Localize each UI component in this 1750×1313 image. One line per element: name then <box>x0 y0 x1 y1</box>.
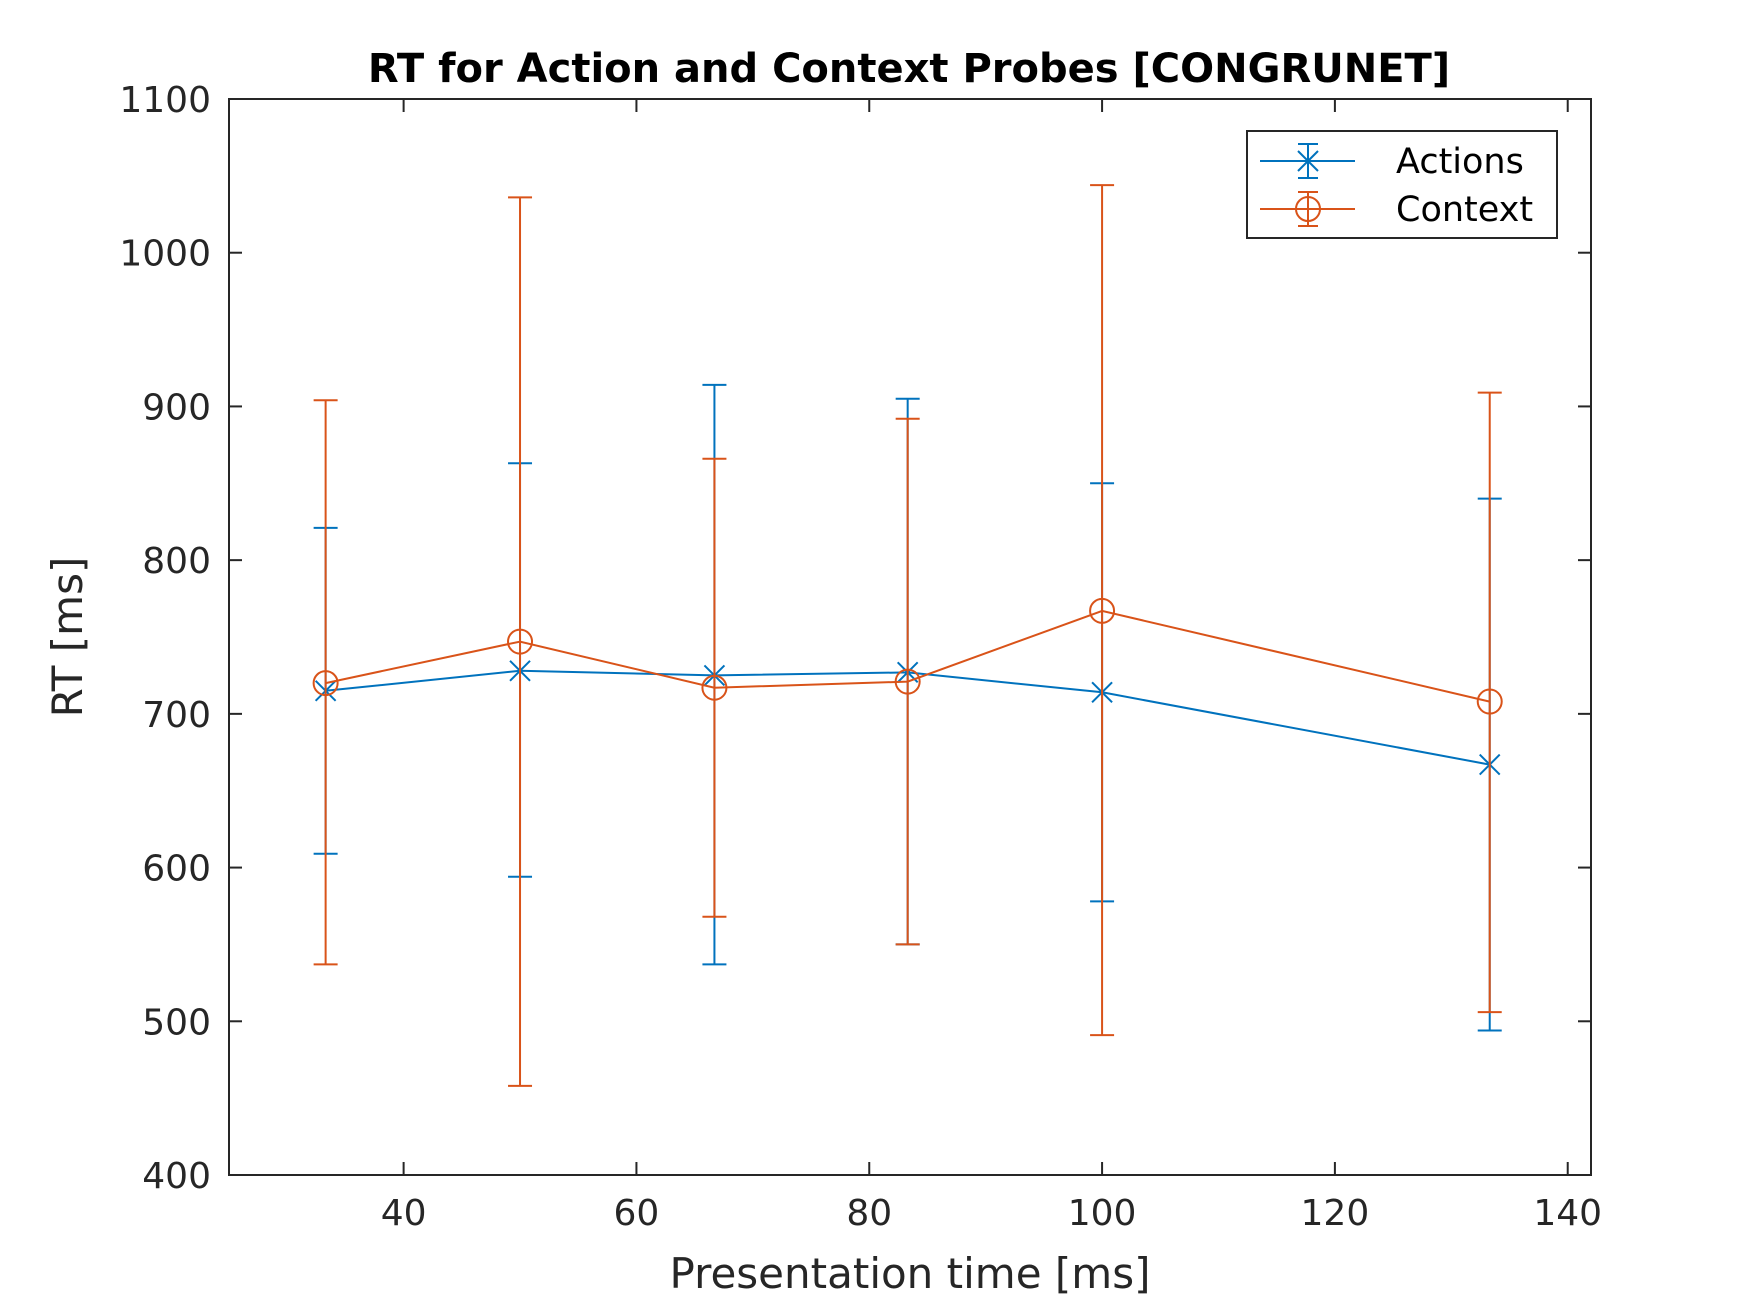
y-tick-label: 700 <box>142 695 211 736</box>
data-point-marker <box>701 674 728 701</box>
plot-area <box>229 99 1591 1175</box>
series-context <box>312 184 1503 1087</box>
x-axis-title: Presentation time [ms] <box>670 1249 1151 1298</box>
data-layer <box>312 184 1503 1087</box>
data-point-marker <box>312 670 339 697</box>
y-tick-label: 600 <box>142 849 211 890</box>
x-tick-label: 100 <box>1068 1193 1137 1234</box>
legend: Actions Context <box>1246 130 1558 239</box>
data-point-marker <box>894 668 921 695</box>
legend-box <box>1246 130 1558 239</box>
legend-entry-context: Context <box>1260 190 1533 230</box>
axes-box <box>228 98 1592 1176</box>
x-tick-label: 60 <box>614 1193 660 1234</box>
x-tick-label: 140 <box>1533 1193 1602 1234</box>
x-tick-label: 80 <box>846 1193 892 1234</box>
x-tick-label: 40 <box>381 1193 427 1234</box>
chart-title: RT for Action and Context Probes [CONGRU… <box>368 46 1450 92</box>
legend-entry-actions: Actions <box>1260 142 1524 182</box>
series-line <box>325 609 1490 703</box>
legend-label: Context <box>1396 190 1533 230</box>
y-axis-title: RT [ms] <box>43 557 92 718</box>
y-tick-label: 400 <box>142 1156 211 1197</box>
y-tick-label: 900 <box>142 387 211 428</box>
legend-marker <box>1297 150 1319 172</box>
y-tick-label: 1000 <box>119 234 211 275</box>
legend-label: Actions <box>1396 142 1524 182</box>
axes: 40 60 80 100 120 140 400 500 600 700 800 900 1000 110… <box>119 80 1602 1234</box>
series-line <box>325 669 1490 766</box>
data-point-marker <box>1089 597 1116 624</box>
y-tick-label: 500 <box>142 1002 211 1043</box>
y-tick-label: 800 <box>142 541 211 582</box>
legend-marker <box>1295 196 1321 222</box>
y-tick-label: 1100 <box>119 80 211 121</box>
data-point-marker <box>1476 688 1503 715</box>
data-point-marker <box>507 628 534 655</box>
x-tick-label: 120 <box>1301 1193 1370 1234</box>
